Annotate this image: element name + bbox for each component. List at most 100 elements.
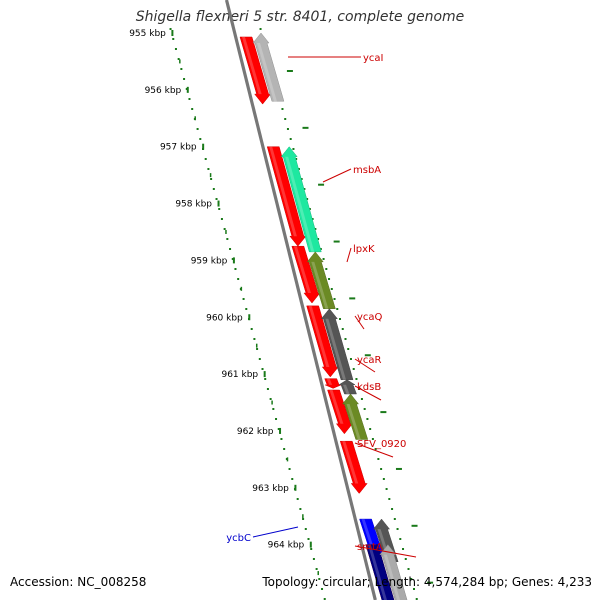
guide-dot-left <box>215 198 218 200</box>
guide-dot-left <box>237 278 240 280</box>
gene-feature-f6[interactable] <box>327 389 353 435</box>
guide-dot-left <box>245 308 248 310</box>
guide-dot-left <box>191 108 194 110</box>
scale-ticks: 955 kbp 956 kbp 957 kbp 958 kbp 959 kbp 960 k… <box>129 29 434 584</box>
gene-label-ycbC[interactable]: ycbC <box>226 526 299 544</box>
guide-dot-left <box>188 98 191 100</box>
minor-tick <box>209 173 212 178</box>
guide-dot-left <box>264 378 267 380</box>
guide-dot-right <box>382 478 385 480</box>
gene-label-SFV_0920[interactable]: SFV_0920 <box>354 439 406 458</box>
gene-label-ycaR[interactable]: ycaR <box>354 355 382 373</box>
guide-dot-right <box>333 298 336 300</box>
guide-dot-right <box>284 118 287 120</box>
gene-label-ycaI[interactable]: ycaI <box>288 53 384 64</box>
guide-dot-right <box>360 398 363 400</box>
major-tick <box>279 427 282 434</box>
guide-dot-left <box>172 38 175 40</box>
guide-dot-right <box>336 308 339 310</box>
gene-feature-s8[interactable] <box>379 544 411 600</box>
gene-features[interactable] <box>239 32 411 600</box>
guide-dot-left <box>318 578 321 580</box>
guide-dot-right <box>352 368 355 370</box>
minor-tick <box>286 457 289 462</box>
major-tick <box>248 314 251 321</box>
guide-dot-left <box>204 158 207 160</box>
guide-dot-left <box>315 568 318 570</box>
guide-dot-left <box>212 188 215 190</box>
guide-dot-left <box>180 68 183 70</box>
guide-dot-right <box>341 328 344 330</box>
guide-dot-left <box>266 388 269 390</box>
gene-label-text: smtA <box>357 542 383 553</box>
gene-label-text: msbA <box>353 165 381 176</box>
guide-dot-left <box>283 448 286 450</box>
guide-dot-left <box>185 88 188 90</box>
guide-dot-left <box>299 508 302 510</box>
minor-tick <box>179 59 181 64</box>
guide-dot-right <box>303 188 306 190</box>
gene-feature-s1[interactable] <box>252 32 285 102</box>
gene-label-text: ycaI <box>363 53 384 64</box>
guide-dot-left <box>323 598 326 600</box>
right-tick <box>318 183 325 186</box>
guide-dot-left <box>207 168 210 170</box>
guide-dot-left <box>226 238 229 240</box>
minor-tick <box>317 571 319 576</box>
guide-dot-left <box>218 208 221 210</box>
guide-dot-left <box>288 468 291 470</box>
guide-dot-left <box>310 548 313 550</box>
guide-dot-right <box>292 148 295 150</box>
guide-dot-left <box>307 538 310 540</box>
guide-dot-left <box>250 328 253 330</box>
guide-dot-left <box>242 298 245 300</box>
genome-summary-text: Topology: circular; Length: 4,574,284 bp… <box>262 575 592 589</box>
guide-dot-left <box>199 138 202 140</box>
tick-label: 964 kbp <box>268 541 305 551</box>
major-tick <box>202 143 205 150</box>
guide-dot-right <box>358 388 361 390</box>
gene-label-kdsB[interactable]: kdsB <box>354 382 381 401</box>
gene-feature-f4[interactable] <box>306 305 339 378</box>
guide-dot-right <box>412 588 415 590</box>
gene-feature-f5[interactable] <box>324 378 342 389</box>
guide-dot-right <box>347 348 350 350</box>
guide-dot-left <box>291 478 294 480</box>
guide-dot-left <box>177 58 180 60</box>
gene-feature-f1[interactable] <box>239 36 272 105</box>
minor-tick <box>240 286 243 291</box>
guide-dot-left <box>234 268 237 270</box>
minor-tick <box>302 514 304 519</box>
gene-labels[interactable]: ycaI msbA lpxK ycaQ ycaR kdsB SFV_0920 ycbC smtA <box>226 53 417 558</box>
guide-dot-left <box>196 128 199 130</box>
guide-dot-right <box>286 128 289 130</box>
gene-label-ycaQ[interactable]: ycaQ <box>354 312 383 330</box>
guide-dot-left <box>223 228 226 230</box>
gene-feature-f3[interactable] <box>291 245 321 304</box>
guide-dot-left <box>258 358 261 360</box>
gene-feature-s5[interactable] <box>338 379 357 395</box>
guide-dot-left <box>321 588 324 590</box>
guide-dot-right <box>311 218 314 220</box>
gene-label-smtA[interactable]: smtA <box>354 542 417 558</box>
guide-dot-right <box>363 408 366 410</box>
gene-feature-s6[interactable] <box>342 393 369 440</box>
genome-backbone <box>224 0 377 600</box>
tick-label: 958 kbp <box>175 200 212 210</box>
tick-label: 955 kbp <box>129 29 166 39</box>
dotted-guides <box>169 28 418 600</box>
gene-feature-f2[interactable] <box>266 146 307 247</box>
guide-dot-right <box>297 168 300 170</box>
guide-dot-right <box>385 488 388 490</box>
gene-label-text: lpxK <box>353 244 375 255</box>
tick-label: 960 kbp <box>206 313 243 323</box>
gene-label-msbA[interactable]: msbA <box>322 165 381 183</box>
guide-dot-right <box>366 418 369 420</box>
guide-dot-left <box>183 78 186 80</box>
gene-label-text: ycaQ <box>357 312 383 323</box>
gene-label-lpxK[interactable]: lpxK <box>346 244 375 263</box>
right-tick <box>333 240 340 243</box>
gene-feature-f7[interactable] <box>339 440 368 494</box>
guide-dot-right <box>344 338 347 340</box>
